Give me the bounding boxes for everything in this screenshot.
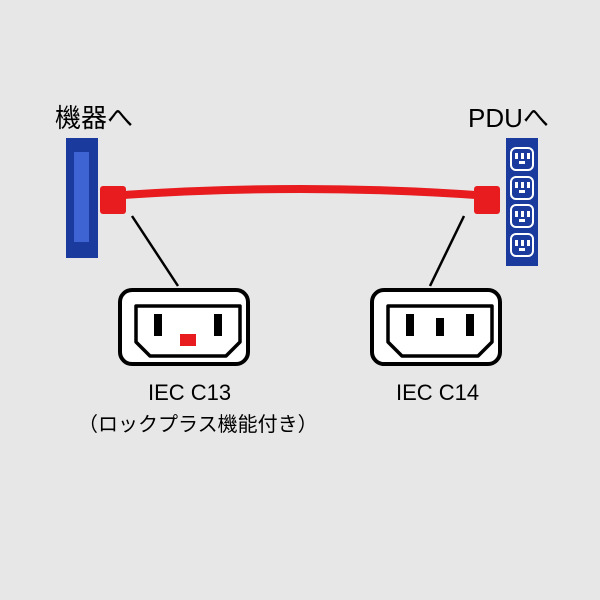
- connector-ground: [436, 318, 444, 336]
- connector-pin-left: [406, 314, 414, 336]
- connector-c14: [370, 288, 502, 366]
- c13-sub-label: （ロックプラス機能付き）: [78, 408, 318, 437]
- connector-c13: [118, 288, 250, 366]
- c13-label: IEC C13: [148, 380, 231, 406]
- connector-pin-left: [154, 314, 162, 336]
- callout-lines: [0, 0, 600, 600]
- connector-pin-right: [466, 314, 474, 336]
- connector-inner: [134, 304, 242, 358]
- c14-label: IEC C14: [396, 380, 479, 406]
- connector-ground-lock: [180, 334, 196, 346]
- connector-pin-right: [214, 314, 222, 336]
- diagram-canvas: 機器へ PDUへ IEC C13 （ロックプラス機能付き） IEC C14: [0, 0, 600, 600]
